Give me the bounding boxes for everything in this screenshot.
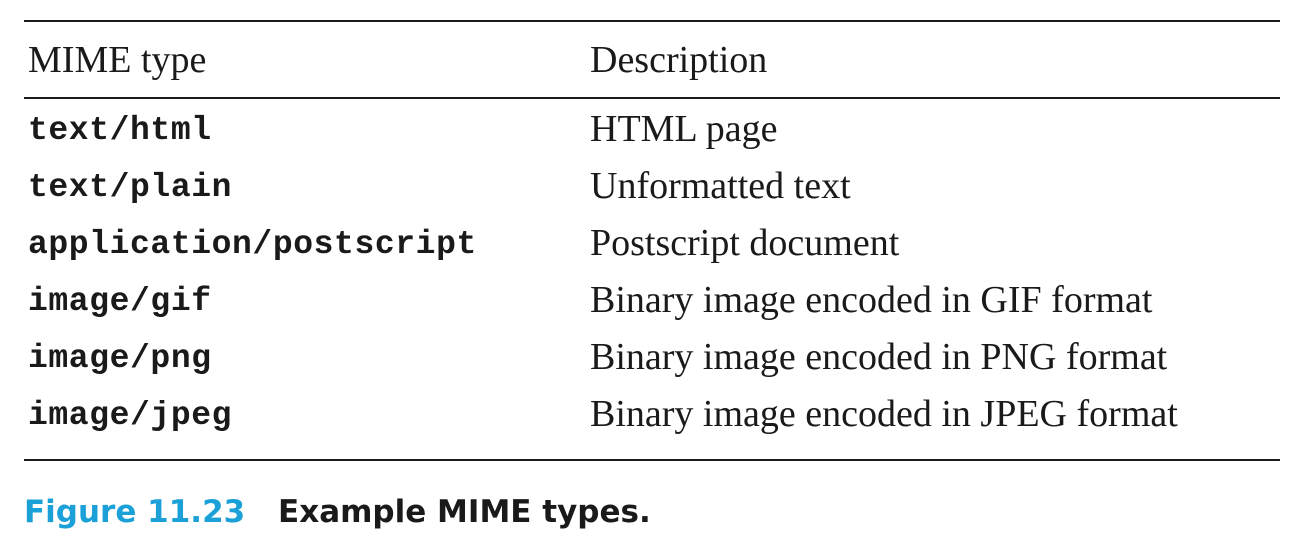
bottom-rule [24, 459, 1280, 461]
figure-number: Figure 11.23 [24, 494, 246, 530]
header-description: Description [590, 39, 768, 81]
figure-caption-text: Example MIME types. [278, 494, 651, 530]
description-cell: Unformatted text [590, 165, 851, 207]
top-rule [24, 20, 1280, 22]
table-row: image/png Binary image encoded in PNG fo… [24, 327, 1280, 384]
description-cell: Binary image encoded in PNG format [590, 336, 1168, 378]
mime-type-cell: image/png [28, 340, 212, 377]
mime-type-cell: image/jpeg [28, 397, 233, 434]
description-cell: Binary image encoded in JPEG format [590, 393, 1178, 435]
table-header: MIME type Description [24, 22, 1280, 97]
mime-type-cell: image/gif [28, 283, 212, 320]
table-row: image/gif Binary image encoded in GIF fo… [24, 270, 1280, 327]
mime-types-table: MIME type Description text/html HTML pag… [24, 20, 1280, 461]
mime-type-cell: text/plain [28, 169, 233, 206]
mime-type-cell: text/html [28, 112, 212, 149]
header-mime-type: MIME type [28, 39, 207, 81]
table-row: text/html HTML page [24, 99, 1280, 156]
table-body: text/html HTML page text/plain Unformatt… [24, 99, 1280, 459]
description-cell: Postscript document [590, 222, 900, 264]
table-row: application/postscript Postscript docume… [24, 213, 1280, 270]
table-row: image/jpeg Binary image encoded in JPEG … [24, 384, 1280, 441]
mime-type-cell: application/postscript [28, 226, 477, 263]
description-cell: Binary image encoded in GIF format [590, 279, 1153, 321]
table-row: text/plain Unformatted text [24, 156, 1280, 213]
header-rule [24, 97, 1280, 99]
description-cell: HTML page [590, 108, 778, 150]
figure-caption: Figure 11.23 Example MIME types. [24, 494, 651, 530]
